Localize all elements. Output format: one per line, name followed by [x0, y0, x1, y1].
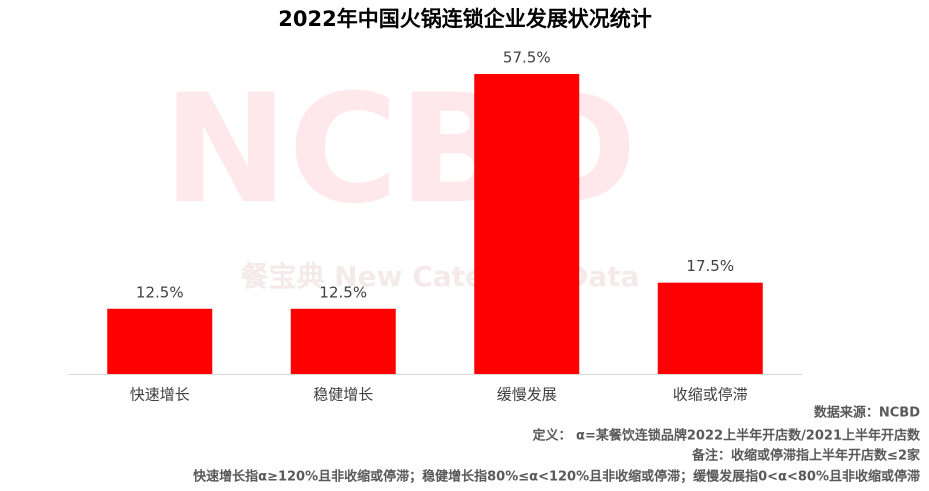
- x-tick-label: 快速增长: [130, 386, 190, 404]
- bar: [474, 74, 580, 374]
- x-tick-label: 稳健增长: [313, 386, 373, 404]
- bar: [107, 308, 213, 374]
- notes: 数据来源：NCBD 定义： α=某餐饮连锁品牌2022上半年开店数/2021上半…: [193, 405, 921, 485]
- value-label: 12.5%: [136, 283, 184, 301]
- value-label: 17.5%: [686, 257, 734, 275]
- value-label: 12.5%: [319, 283, 367, 301]
- bar: [657, 282, 763, 374]
- note: 数据来源：NCBD: [814, 405, 920, 421]
- x-tick-label: 缓慢发展: [497, 386, 557, 404]
- note: 定义： α=某餐饮连锁品牌2022上半年开店数/2021上半年开店数: [532, 428, 921, 444]
- value-label: 57.5%: [503, 49, 551, 67]
- chart-title: 2022年中国火锅连锁企业发展状况统计: [278, 7, 651, 31]
- watermark-text: 餐宝典 New Category Data: [240, 260, 639, 293]
- x-tick-label: 收缩或停滞: [673, 386, 748, 404]
- note: 备注：收缩或停滞指上半年开店数≤2家: [691, 448, 921, 464]
- bar: [290, 308, 396, 374]
- note: 快速增长指α≥120%且非收缩或停滞；稳健增长指80%≤α<120%且非收缩或停…: [193, 469, 920, 485]
